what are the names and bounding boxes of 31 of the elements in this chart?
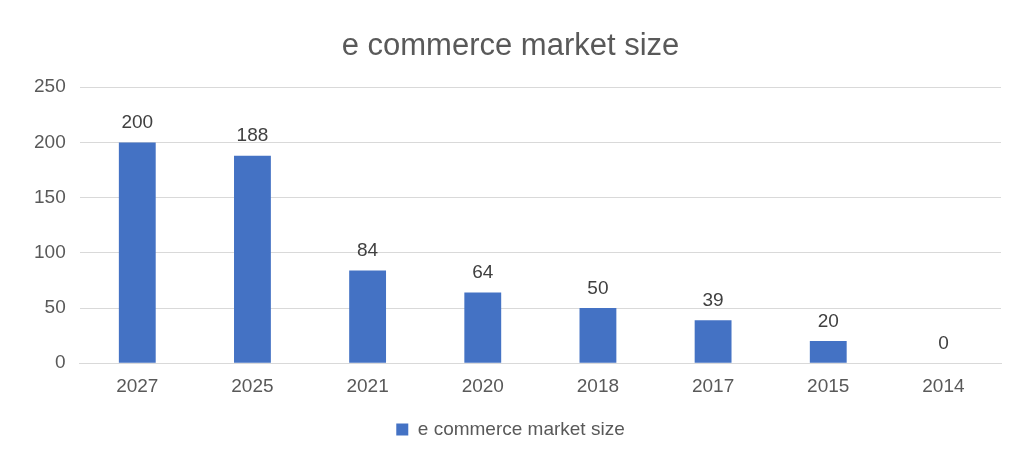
bar: [234, 155, 271, 363]
x-tick-label: 2014: [922, 374, 965, 396]
data-label: 39: [702, 288, 724, 310]
y-tick-label: 50: [44, 296, 66, 318]
data-label: 64: [472, 261, 494, 283]
y-tick-label: 0: [55, 351, 66, 373]
data-label: 0: [938, 331, 949, 353]
bar: [118, 142, 156, 363]
bar: [694, 320, 732, 363]
bar: [349, 270, 387, 363]
y-tick-label: 150: [34, 185, 66, 207]
data-label: 20: [817, 309, 839, 331]
x-tick-label: 2020: [461, 374, 504, 396]
x-tick-label: 2018: [576, 374, 620, 396]
legend-label: e commerce market size: [417, 417, 625, 439]
data-label: 188: [236, 124, 269, 146]
y-tick-label: 200: [34, 130, 66, 152]
x-tick-label: 2025: [231, 374, 274, 396]
bar: [464, 292, 502, 363]
x-tick-label: 2021: [346, 374, 389, 396]
data-label: 200: [121, 111, 154, 133]
x-tick-label: 2017: [691, 374, 735, 396]
x-tick-label: 2015: [807, 374, 850, 396]
y-tick-label: 100: [34, 241, 66, 263]
y-tick-label: 250: [34, 75, 66, 97]
data-label: 50: [587, 276, 609, 298]
bar: [809, 341, 847, 363]
data-label: 84: [357, 239, 379, 261]
bar: [579, 308, 617, 363]
chart-title: e commerce market size: [341, 27, 680, 63]
x-tick-label: 2027: [116, 374, 159, 396]
